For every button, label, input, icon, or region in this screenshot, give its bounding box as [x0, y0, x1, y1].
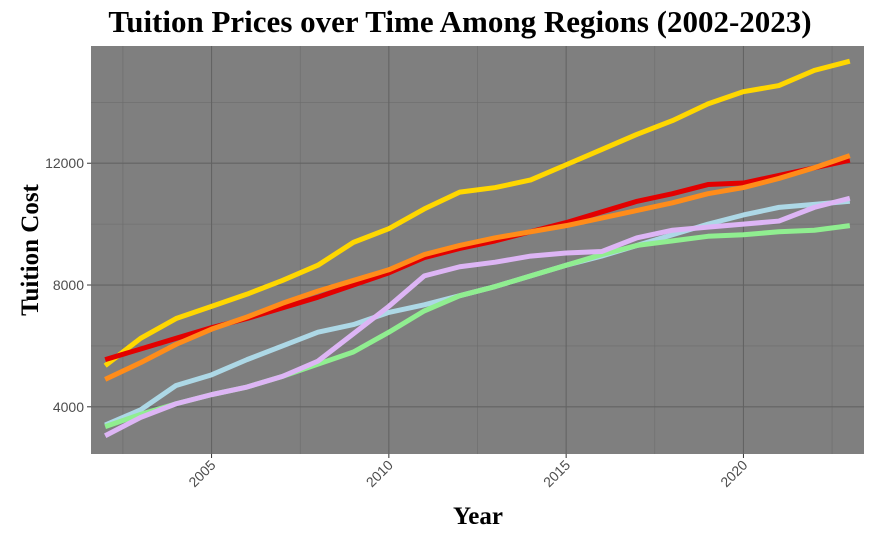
x-axis-ticks: 2005 2010 2015 2020 [185, 454, 751, 490]
x-tick-label: 2015 [540, 457, 573, 490]
y-tick-label: 4000 [53, 399, 84, 415]
y-axis-ticks: 4000 8000 12000 [45, 155, 91, 415]
y-tick-label: 8000 [53, 277, 84, 293]
x-tick-label: 2010 [363, 457, 396, 490]
series-line-1 [103, 58, 851, 368]
series-lines [103, 58, 851, 438]
y-axis-title: Tuition Cost [17, 183, 44, 315]
x-tick-label: 2020 [717, 457, 750, 490]
chart-title: Tuition Prices over Time Among Regions (… [108, 4, 812, 39]
series-line-3 [104, 153, 851, 382]
x-axis-title: Year [453, 503, 503, 530]
series-line-6 [104, 195, 851, 438]
y-tick-label: 12000 [45, 155, 84, 171]
x-tick-label: 2005 [185, 457, 218, 490]
